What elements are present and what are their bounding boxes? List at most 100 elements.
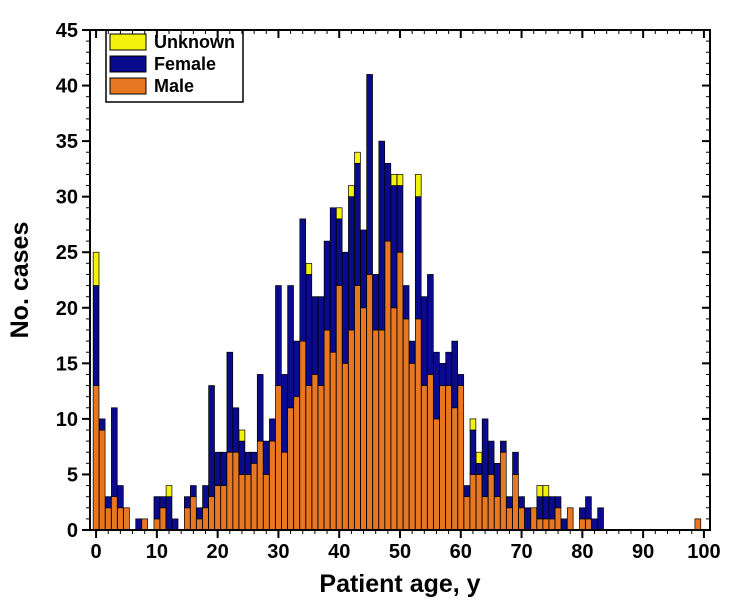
bar-female [379,141,385,330]
bar-male [488,474,494,530]
bar-male [288,408,294,530]
bar-male [355,286,361,530]
bar-male [233,452,239,530]
bar-male [373,330,379,530]
y-tick-label: 10 [56,409,78,431]
bar-male [379,330,385,530]
bar-female [348,197,354,330]
y-tick-label: 15 [56,353,78,375]
bar-male [239,474,245,530]
bar-male [452,408,458,530]
bar-male [330,352,336,530]
bar-female [421,297,427,386]
bar-male [579,519,585,530]
bar-male [318,386,324,530]
x-tick-label: 0 [91,541,102,563]
bar-female [525,508,531,530]
bar-female [464,486,470,497]
bar-male [184,508,190,530]
bar-male [391,308,397,530]
bar-male [519,508,525,530]
bar-female [190,486,196,497]
bar-female [361,230,367,308]
bar-male [500,452,506,530]
bar-female [160,497,166,508]
bar-male [99,430,105,530]
bar-female [136,519,142,530]
y-tick-label: 40 [56,76,78,98]
legend-label-male: Male [154,76,194,96]
bar-female [446,352,452,385]
bar-female [105,497,111,508]
bar-female [500,441,506,452]
bar-female [549,497,555,519]
bar-male [215,486,221,530]
bar-female [263,441,269,474]
bar-female [488,441,494,474]
bar-male [506,508,512,530]
bar-female [452,341,458,408]
bar-unknown [166,486,172,497]
bar-unknown [239,430,245,441]
bar-male [124,508,130,530]
bar-male [434,419,440,530]
bar-female [561,519,567,530]
bar-female [300,219,306,341]
bar-male [513,474,519,530]
bar-female [543,497,549,519]
bar-female [196,508,202,519]
bar-unknown [537,486,543,497]
legend-label-female: Female [154,54,216,74]
x-tick-label: 60 [450,541,472,563]
bar-female [318,297,324,386]
bar-male [342,363,348,530]
bar-male [385,241,391,530]
bar-male [117,508,123,530]
y-tick-label: 35 [56,131,78,153]
bar-female [598,508,604,530]
bar-male [251,463,257,530]
bar-female [203,486,209,508]
bar-male [367,274,373,530]
bar-male [294,397,300,530]
bar-female [336,219,342,286]
bar-female [93,286,99,386]
bar-male [476,474,482,530]
bar-male [458,386,464,530]
bar-female [99,419,105,430]
x-tick-label: 90 [632,541,654,563]
bar-male [567,508,573,530]
bar-male [282,452,288,530]
bar-male [190,497,196,530]
bar-male [427,374,433,530]
bar-unknown [543,486,549,497]
y-tick-label: 25 [56,242,78,264]
bar-male [470,474,476,530]
bar-male [142,519,148,530]
y-tick-label: 45 [56,20,78,42]
bar-male [695,519,701,530]
bar-female [215,452,221,485]
bar-unknown [391,174,397,185]
bar-unknown [336,208,342,219]
bar-male [306,386,312,530]
x-tick-label: 30 [267,541,289,563]
bar-male [555,508,561,530]
bar-female [233,408,239,452]
bar-female [324,241,330,330]
bar-female [288,286,294,408]
bar-male [543,519,549,530]
bar-male [227,452,233,530]
x-tick-label: 70 [510,541,532,563]
x-axis-label: Patient age, y [319,570,480,598]
bar-female [282,374,288,452]
bar-female [373,274,379,330]
bar-female [434,352,440,419]
bar-unknown [470,419,476,430]
bar-female [154,497,160,519]
bar-female [427,274,433,374]
bar-male [154,519,160,530]
bar-male [397,252,403,530]
bar-male [537,519,543,530]
bar-female [227,352,233,452]
